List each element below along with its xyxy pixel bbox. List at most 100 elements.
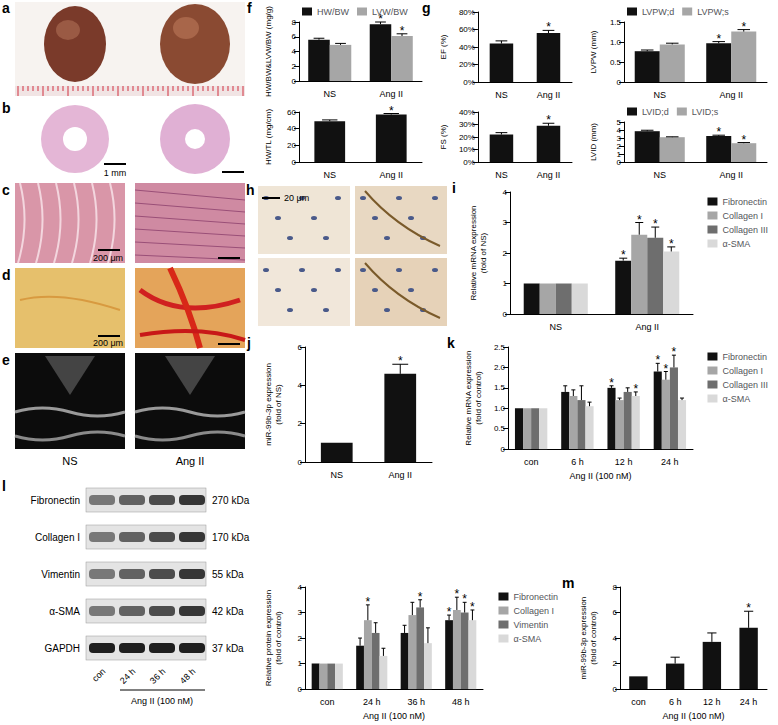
svg-text:HW/BW&LVW/BW (mg/g): HW/BW&LVW/BW (mg/g) [264,6,273,97]
svg-text:24 h: 24 h [661,457,679,467]
svg-text:0: 0 [298,685,303,694]
svg-text:Collagen I: Collagen I [513,606,554,616]
svg-text:20%: 20% [459,60,475,69]
svg-text:*: * [378,12,383,26]
svg-text:Ang II (100 nM): Ang II (100 nM) [131,696,193,706]
svg-text:6 h: 6 h [669,697,682,707]
svg-text:*: * [389,104,394,118]
svg-text:2: 2 [298,419,303,428]
svg-text:(fold of NS): (fold of NS) [479,232,488,273]
svg-text:Ang II: Ang II [537,90,561,100]
svg-text:α-SMA: α-SMA [722,239,750,249]
svg-text:NS: NS [549,322,562,332]
svg-text:2: 2 [503,249,508,258]
svg-text:8: 8 [292,18,297,27]
svg-text:Relative protein expression: Relative protein expression [264,590,273,687]
svg-text:Ang II (100 nM): Ang II (100 nM) [569,471,631,481]
svg-text:Ang II (100 nM): Ang II (100 nM) [662,711,724,721]
svg-text:NS: NS [323,89,336,99]
svg-text:1: 1 [503,279,508,288]
svg-text:Fibronectin: Fibronectin [513,592,558,602]
svg-text:Vimentin: Vimentin [513,620,548,630]
svg-text:Ang II: Ang II [176,455,205,467]
svg-text:4: 4 [292,47,297,56]
svg-text:42 kDa: 42 kDa [212,606,244,617]
svg-text:Ang II (100 nM): Ang II (100 nM) [363,711,425,721]
svg-text:1.5: 1.5 [494,383,506,392]
svg-text:55 kDa: 55 kDa [212,569,244,580]
svg-text:2: 2 [298,634,303,643]
svg-text:20%: 20% [459,133,475,142]
svg-text:*: * [672,345,677,359]
svg-text:*: * [400,24,405,38]
svg-text:Relative mRNA expression: Relative mRNA expression [464,350,473,445]
svg-text:*: * [716,32,721,46]
svg-text:NS: NS [653,170,666,180]
svg-text:*: * [455,587,460,601]
svg-text:*: * [716,125,721,139]
svg-text:48 h: 48 h [178,666,197,685]
svg-text:con: con [524,457,539,467]
svg-text:12 h: 12 h [615,457,633,467]
svg-text:con: con [631,697,646,707]
svg-text:con: con [320,697,335,707]
svg-text:170 kDa: 170 kDa [212,532,250,543]
svg-text:60%: 60% [459,25,475,34]
svg-text:4: 4 [503,188,508,197]
svg-text:(fold of NS): (fold of NS) [274,384,283,425]
svg-text:4: 4 [613,634,618,643]
svg-text:0.5: 0.5 [494,424,506,433]
svg-text:*: * [746,601,751,615]
svg-text:2: 2 [292,62,297,71]
svg-text:1: 1 [298,659,303,668]
svg-text:*: * [633,382,638,396]
svg-text:6: 6 [613,608,618,617]
svg-text:NS: NS [330,470,343,480]
svg-text:24 h: 24 h [118,666,137,685]
svg-text:0: 0 [298,458,303,467]
svg-text:0: 0 [292,158,297,167]
svg-text:36 h: 36 h [407,697,425,707]
svg-text:Collagen I: Collagen I [35,532,80,543]
svg-text:LVPW;s: LVPW;s [697,7,729,17]
svg-text:Collagen III: Collagen III [722,380,768,390]
svg-text:80%: 80% [459,8,475,17]
svg-text:30%: 30% [459,120,475,129]
svg-text:FS (%): FS (%) [439,124,448,149]
svg-text:α-SMA: α-SMA [513,634,541,644]
svg-text:*: * [462,592,467,606]
svg-text:NS: NS [62,455,77,467]
svg-text:6: 6 [292,32,297,41]
svg-text:8: 8 [613,583,618,592]
svg-text:3: 3 [298,608,303,617]
svg-text:0%: 0% [463,158,475,167]
svg-text:HW/BW: HW/BW [317,7,349,17]
svg-text:LVID;s: LVID;s [692,107,719,117]
svg-text:*: * [447,605,452,619]
svg-text:4: 4 [617,126,622,135]
svg-text:*: * [398,354,403,368]
svg-text:2.0: 2.0 [494,363,506,372]
svg-text:6: 6 [298,343,303,352]
svg-text:NS: NS [495,170,508,180]
svg-text:0: 0 [617,78,622,87]
svg-text:Ang II: Ang II [719,170,743,180]
svg-text:Fibronectin: Fibronectin [31,495,80,506]
svg-text:1: 1 [617,150,622,159]
svg-text:0: 0 [501,445,506,454]
svg-text:Collagen I: Collagen I [722,211,763,221]
svg-text:1.5: 1.5 [610,18,622,27]
svg-text:2.5: 2.5 [494,343,506,352]
svg-text:Ang II: Ang II [379,170,403,180]
svg-text:1 mm: 1 mm [104,168,127,178]
svg-text:*: * [655,353,660,367]
svg-text:0: 0 [617,158,622,167]
svg-text:4: 4 [298,583,303,592]
svg-text:*: * [637,213,642,227]
svg-text:miR-99b-3p expression: miR-99b-3p expression [264,363,273,446]
svg-text:0: 0 [613,685,618,694]
svg-text:0%: 0% [463,78,475,87]
svg-text:*: * [546,20,551,34]
svg-text:*: * [546,113,551,127]
svg-text:2: 2 [617,142,622,151]
